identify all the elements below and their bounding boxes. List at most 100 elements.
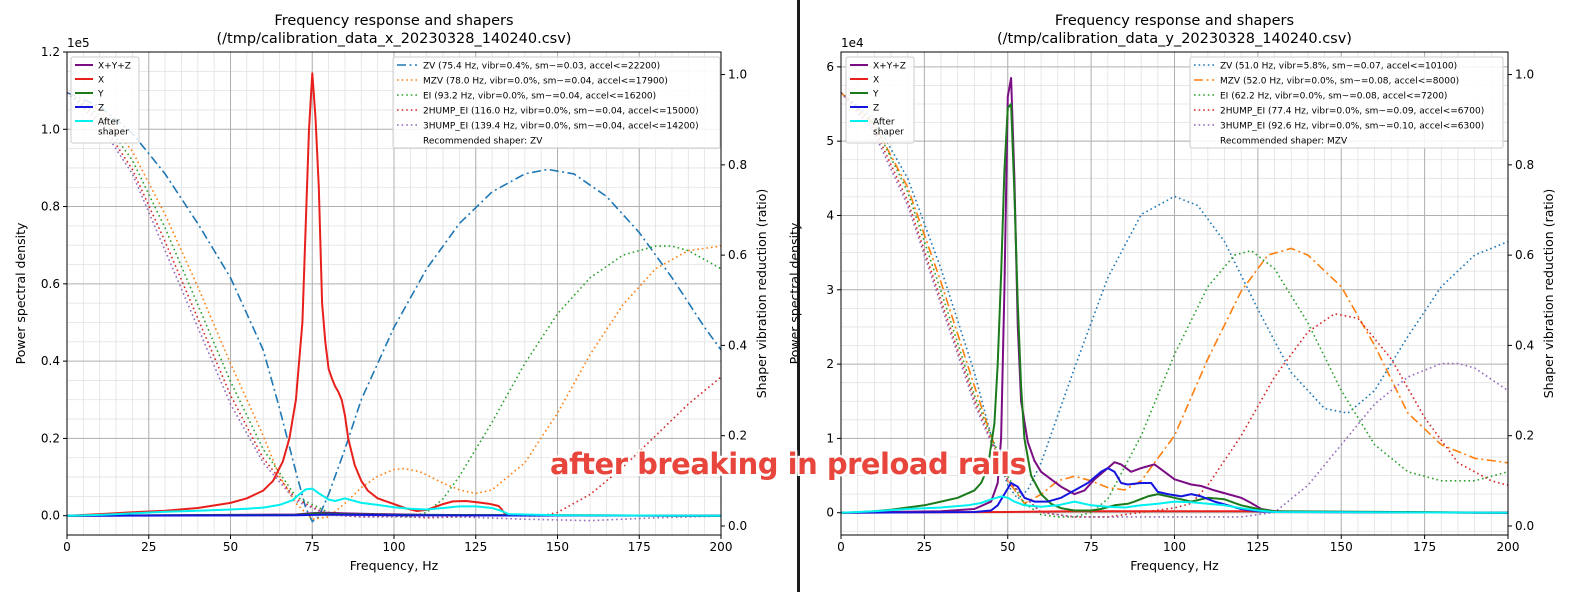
psd-legend-label: shaper [873,128,904,138]
shaper-legend-label: EI (93.2 Hz, vibr=0.0%, sm~=0.04, accel<… [423,92,656,102]
x-tick-label: 200 [710,540,733,554]
x-tick-label: 50 [223,540,238,554]
panel-divider [797,0,800,592]
shaper-series-line [841,92,1508,505]
psd-legend-label: X [98,76,104,86]
x-tick-label: 125 [464,540,487,554]
y2-tick-label: 0.6 [1515,248,1534,262]
x-tick-label: 100 [1163,540,1186,554]
recommended-shaper-label: Recommended shaper: ZV [423,137,543,147]
x-tick-label: 100 [383,540,406,554]
y-tick-label: 4 [826,208,834,222]
shaper-series-line [67,91,721,518]
shaper-legend-label: 3HUMP_EI (139.4 Hz, vibr=0.0%, sm~=0.04,… [423,122,699,132]
plot-lines [67,72,721,523]
y-tick-label: 0.2 [41,431,60,445]
shaper-series-line [67,92,721,522]
y-tick-label: 0 [826,506,834,520]
y2-tick-label: 0.4 [728,338,747,352]
y-tick-label: 0.6 [41,277,60,291]
y-tick-label: 0.0 [41,509,60,523]
y2-tick-label: 0.0 [728,519,747,533]
chart-x: 0 25 50 75 100 125 150 175 200 0.0 0.2 0.4 0.6 0.8 1.0… [13,13,769,573]
x-axis-label: Frequency, Hz [350,558,439,573]
y-tick-label: 5 [826,134,834,148]
x-tick-label: 125 [1246,540,1269,554]
psd-series-line [67,487,721,517]
shaper-legend-label: MZV (52.0 Hz, vibr=0.0%, sm~=0.08, accel… [1220,77,1459,87]
shaper-series-line [841,92,1508,518]
y2-tick-label: 0.2 [1515,429,1534,443]
shaper-legend-label: 2HUMP_EI (77.4 Hz, vibr=0.0%, sm~=0.09, … [1220,107,1484,117]
psd-legend-label: X+Y+Z [98,62,131,72]
overlay-caption: after breaking in preload rails [550,447,1027,481]
y2-tick-label: 0.4 [1515,338,1534,352]
shaper-legend-label: MZV (78.0 Hz, vibr=0.0%, sm~=0.04, accel… [423,77,668,87]
psd-legend-label: Y [872,90,879,100]
y2-axis-label: Shaper vibration reduction (ratio) [1541,189,1556,399]
psd-legend-label: Z [98,104,104,114]
x-tick-label: 0 [63,540,71,554]
chart-y: 0 25 50 75 100 125 150 175 200 0 1 2 3 4 5 6 0.0 0.2 0.4 0.… [787,13,1556,573]
chart-title: Frequency response and shapers [274,13,513,29]
y2-tick-label: 0.6 [728,248,747,262]
x-tick-label: 200 [1497,540,1520,554]
y2-tick-label: 0.2 [728,429,747,443]
shaper-legend [392,56,721,149]
y-tick-label: 1.0 [41,122,60,136]
x-tick-label: 25 [917,540,932,554]
x-tick-label: 25 [141,540,156,554]
chart-subtitle: (/tmp/calibration_data_y_20230328_140240… [997,31,1352,47]
shaper-legend-label: 3HUMP_EI (92.6 Hz, vibr=0.0%, sm~=0.10, … [1220,122,1484,132]
y-tick-label: 3 [826,283,834,297]
shaper-legend-label: ZV (75.4 Hz, vibr=0.4%, sm~=0.03, accel<… [423,62,660,72]
shaper-series-line [67,91,721,523]
psd-legend-label: Z [873,104,879,114]
y2-tick-label: 0.0 [1515,519,1534,533]
x-tick-label: 0 [837,540,845,554]
psd-series-line [841,467,1508,514]
chart-subtitle: (/tmp/calibration_data_x_20230328_140240… [217,31,572,47]
x-tick-label: 75 [1083,540,1098,554]
y-axis-label: Power spectral density [13,222,28,364]
shaper-legend-label: ZV (51.0 Hz, vibr=5.8%, sm~=0.07, accel<… [1220,62,1457,72]
chart-title: Frequency response and shapers [1055,13,1294,29]
psd-legend-label: X+Y+Z [873,62,906,72]
y-multiplier: 1e5 [67,36,90,50]
shaper-legend-label: 2HUMP_EI (116.0 Hz, vibr=0.0%, sm~=0.04,… [423,107,699,117]
x-tick-label: 75 [305,540,320,554]
shaper-series-line [841,92,1508,518]
y-tick-label: 1.2 [41,45,60,59]
y-tick-label: 0.8 [41,200,60,214]
y2-tick-label: 1.0 [1515,68,1534,82]
psd-legend-label: Y [97,90,104,100]
x-axis-label: Frequency, Hz [1130,558,1219,573]
psd-series-line [67,513,721,517]
psd-series-line [67,72,721,517]
psd-legend-label: shaper [98,128,129,138]
shaper-legend [1189,56,1504,149]
x-tick-label: 175 [628,540,651,554]
y2-tick-label: 0.8 [728,158,747,172]
x-tick-label: 50 [1000,540,1015,554]
plot-lines [841,77,1508,518]
psd-series-line [841,77,1508,514]
shaper-legend-label: EI (62.2 Hz, vibr=0.0%, sm~=0.08, accel<… [1220,92,1447,102]
y2-axis-label: Shaper vibration reduction (ratio) [754,189,769,399]
psd-legend-label: After [98,118,120,128]
y-tick-label: 2 [826,357,834,371]
recommended-shaper-label: Recommended shaper: MZV [1220,137,1348,147]
psd-legend-label: After [873,118,895,128]
y-tick-label: 0.4 [41,354,60,368]
x-tick-label: 150 [546,540,569,554]
y2-tick-label: 1.0 [728,68,747,82]
x-tick-label: 175 [1413,540,1436,554]
y2-tick-label: 0.8 [1515,158,1534,172]
psd-legend-label: X [873,76,879,86]
shaper-series-line [841,92,1508,518]
y-tick-label: 6 [826,60,834,74]
psd-series-line [841,103,1508,514]
x-tick-label: 150 [1330,540,1353,554]
y-tick-label: 1 [826,431,834,445]
